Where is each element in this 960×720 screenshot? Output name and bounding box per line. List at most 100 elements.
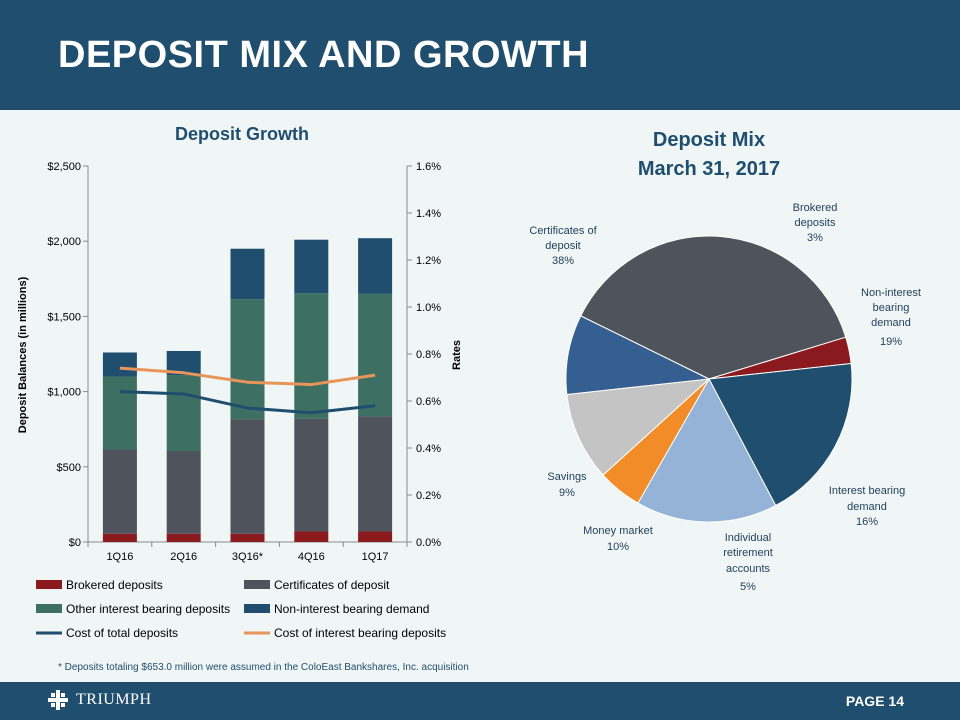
- y-tick-label: $1,000: [47, 387, 81, 399]
- bar-brokered-deposits: [102, 533, 137, 542]
- pie-label-brokered-line2: deposits: [795, 217, 836, 229]
- bar-brokered-deposits: [294, 531, 329, 542]
- page-title: DEPOSIT MIX AND GROWTH: [58, 34, 590, 76]
- legend-swatch-certificates-of-deposit: [244, 580, 270, 589]
- y2-tick-label: 1.4%: [416, 208, 441, 220]
- bar-certificates-of-deposit: [166, 451, 201, 534]
- bar-non-interest-bearing-demand: [358, 238, 393, 294]
- legend-label-other-interest-bearing-deposits: Other interest bearing deposits: [66, 602, 230, 616]
- pie-slices: [565, 235, 853, 523]
- pie-label-savings-pct: 9%: [559, 487, 575, 499]
- x-tick-label: 1Q17: [362, 551, 389, 563]
- bar-brokered-deposits: [230, 533, 265, 542]
- pie-label-certificates-line2: deposit: [545, 240, 580, 252]
- bar-certificates-of-deposit: [102, 449, 137, 534]
- legend-label-cost-of-interest-bearing-deposits: Cost of interest bearing deposits: [274, 626, 446, 640]
- x-tick-label: 1Q16: [106, 551, 133, 563]
- triumph-logo: TRIUMPH: [48, 690, 152, 710]
- pie-slice-non-interest-bearing-demand: [708, 363, 853, 507]
- bar-certificates-of-deposit: [358, 416, 393, 532]
- legend-label-non-interest-bearing-demand: Non-interest bearing demand: [274, 602, 429, 616]
- pie-label-ib-demand-pct: 16%: [856, 516, 878, 528]
- bar-chart-title: Deposit Growth: [175, 124, 309, 144]
- pie-label-ib-demand-line2: demand: [847, 501, 887, 513]
- footnote: * Deposits totaling $653.0 million were …: [58, 662, 469, 673]
- legend-swatch-other-interest-bearing-deposits: [36, 604, 62, 613]
- bar-other-interest-bearing-deposits: [358, 293, 393, 417]
- pie-label-ira-line1: Individual: [725, 532, 771, 544]
- bar-certificates-of-deposit: [230, 419, 265, 534]
- pie-label-certificates-line1: Certificates of: [529, 225, 597, 237]
- legend-label-brokered-deposits: Brokered deposits: [66, 578, 163, 592]
- pie-label-nib: Non-interest bearing demand 19%: [861, 287, 921, 348]
- bar-other-interest-bearing-deposits: [294, 293, 329, 419]
- pie-label-nib-line2: bearing: [873, 302, 910, 314]
- y-tick-label: $500: [57, 462, 81, 474]
- pie-label-nib-line1: Non-interest: [861, 287, 921, 299]
- charts-canvas: Deposit Growth Deposit Balances (in mill…: [17, 124, 921, 673]
- bar-non-interest-bearing-demand: [102, 352, 137, 377]
- bar-chart-ticks: $0 $500 $1,000 $1,500 $2,000 $2,500 0.0% 0.2% 0.…: [47, 161, 441, 563]
- bar-other-interest-bearing-deposits: [166, 375, 201, 452]
- pie-slice-certificates-of-deposit: [580, 235, 847, 380]
- y-axis-title-text: Deposit Balances (in millions): [17, 276, 29, 433]
- pie-label-certificates-pct: 38%: [552, 255, 574, 267]
- page-number: PAGE 14: [845, 693, 904, 709]
- bar-non-interest-bearing-demand: [294, 239, 329, 294]
- bar-certificates-of-deposit: [294, 418, 329, 532]
- pie-label-nib-line3: demand: [871, 317, 911, 329]
- bar-chart-legend: Brokered deposits Certificates of deposit…: [36, 578, 446, 640]
- pie-label-money-market-line1: Money market: [583, 525, 653, 537]
- legend-label-certificates-of-deposit: Certificates of deposit: [274, 578, 390, 592]
- y-tick-label: $2,500: [47, 161, 81, 173]
- y2-tick-label: 1.0%: [416, 302, 441, 314]
- pie-label-ira-line3: accounts: [726, 563, 771, 575]
- y2-tick-label: 0.4%: [416, 443, 441, 455]
- pie-slice-interest-bearing-demand: [637, 377, 777, 523]
- pie-label-ib-demand: Interest bearing demand 16%: [829, 485, 905, 528]
- line-cost-of-total-deposits: [119, 390, 376, 415]
- pie-label-money-market-pct: 10%: [607, 541, 629, 553]
- pie-label-brokered-pct: 3%: [807, 232, 823, 244]
- x-tick-label: 4Q16: [298, 551, 325, 563]
- pie-label-brokered-line1: Brokered: [793, 202, 838, 214]
- y-tick-label: $2,000: [47, 236, 81, 248]
- y2-tick-label: 0.6%: [416, 396, 441, 408]
- bar-other-interest-bearing-deposits: [230, 299, 265, 420]
- y2-tick-label: 0.2%: [416, 490, 441, 502]
- bar-non-interest-bearing-demand: [230, 248, 265, 300]
- pie-label-money-market: Money market 10%: [583, 525, 653, 553]
- pie-label-ira-line2: retirement: [723, 547, 773, 559]
- pie-slice-money-market: [566, 378, 711, 476]
- logo-text: TRIUMPH: [76, 691, 152, 708]
- x-tick-label: 2Q16: [170, 551, 197, 563]
- pie-label-nib-pct: 19%: [880, 336, 902, 348]
- pie-label-ib-demand-line1: Interest bearing: [829, 485, 905, 497]
- y-tick-label: $0: [69, 537, 81, 549]
- pie-label-savings-line1: Savings: [547, 471, 587, 483]
- y-tick-label: $1,500: [47, 311, 81, 323]
- pie-label-ira: Individual retirement accounts 5%: [723, 532, 773, 593]
- bar-brokered-deposits: [166, 533, 201, 542]
- y2-axis-title-text: Rates: [451, 340, 463, 370]
- bar-other-interest-bearing-deposits: [102, 376, 137, 450]
- line-cost-of-interest-bearing-deposits: [119, 366, 376, 387]
- y2-axis-title: Rates: [451, 340, 463, 370]
- legend-swatch-brokered-deposits: [36, 580, 62, 589]
- pie-label-ira-pct: 5%: [740, 581, 756, 593]
- pie-label-savings: Savings 9%: [547, 471, 587, 499]
- bar-chart-lines: [119, 366, 376, 415]
- bar-brokered-deposits: [358, 531, 393, 542]
- legend-label-cost-of-total-deposits: Cost of total deposits: [66, 626, 178, 640]
- footer-bar: TRIUMPH PAGE 14: [0, 682, 960, 720]
- y2-tick-label: 1.2%: [416, 255, 441, 267]
- x-tick-label: 3Q16*: [232, 551, 264, 563]
- pie-chart-title: Deposit Mix: [653, 129, 765, 151]
- header-bar: DEPOSIT MIX AND GROWTH: [0, 0, 960, 110]
- y-axis-title: Deposit Balances (in millions): [17, 276, 29, 433]
- y2-tick-label: 1.6%: [416, 161, 441, 173]
- pie-chart-subtitle: March 31, 2017: [638, 158, 780, 180]
- cross-icon: [48, 690, 68, 710]
- y2-tick-label: 0.8%: [416, 349, 441, 361]
- y2-tick-label: 0.0%: [416, 537, 441, 549]
